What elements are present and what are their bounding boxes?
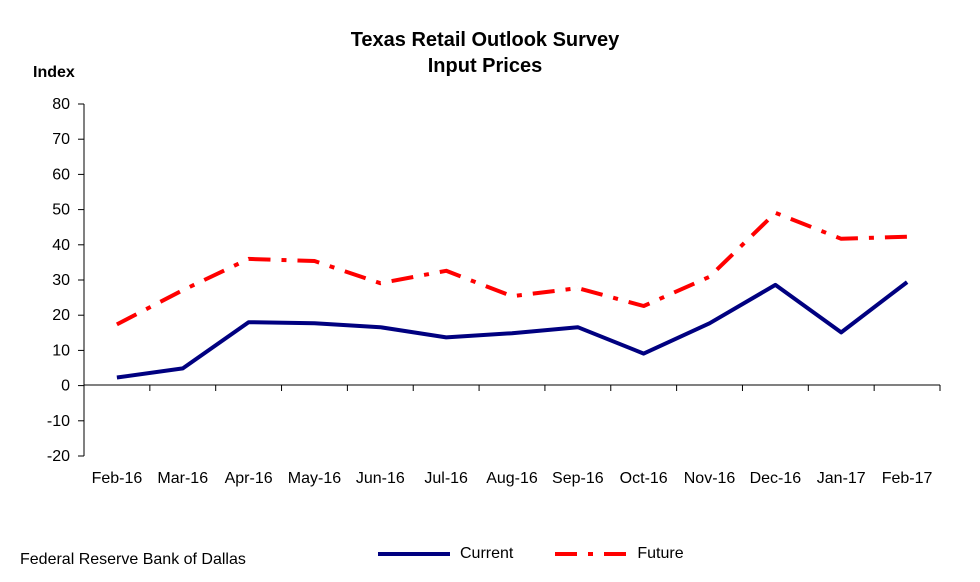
legend-swatch-current [378,552,450,556]
x-tick-label: Dec-16 [750,470,802,487]
y-tick-label: 20 [52,307,70,324]
legend-item-future: Future [553,545,684,563]
x-tick-label: Jun-16 [356,470,405,487]
x-tick-label: Aug-16 [486,470,538,487]
y-tick-label: 50 [52,202,70,219]
source-note: Federal Reserve Bank of Dallas [20,551,246,568]
y-tick-label: -10 [47,413,70,430]
y-tick-label: 0 [61,378,70,395]
chart-axes: 80 70 60 50 40 30 20 10 0 -10 -20 Feb-16 Mar-16 Apr-1… [47,96,941,487]
legend-swatch-future [555,552,628,556]
series-line-future [115,210,908,327]
x-tick-label: Feb-16 [92,470,143,487]
y-tick-label: 70 [52,131,70,148]
legend-label-current: Current [460,545,514,562]
x-tick-label: Jan-17 [817,470,866,487]
x-tick-label: Nov-16 [684,470,736,487]
legend: Current Future [376,542,724,566]
x-tick-label: Jul-16 [424,470,468,487]
y-tick-label: 10 [52,342,70,359]
x-tick-label: Apr-16 [225,470,273,487]
x-tick-label: May-16 [288,470,341,487]
chart-title-line1: Texas Retail Outlook Survey [350,29,620,51]
legend-item-current: Current [376,545,513,563]
x-tick-label: Mar-16 [157,470,208,487]
y-tick-label: 40 [52,237,70,254]
series-line-current [116,280,909,380]
y-tick-label: 60 [52,166,70,183]
y-tick-label: 30 [52,272,70,289]
x-tick-label: Oct-16 [620,470,668,487]
chart-series [115,210,909,380]
x-tick-label: Feb-17 [882,470,933,487]
x-tick-label: Sep-16 [552,470,604,487]
y-tick-label: 80 [52,96,70,113]
chart-title-line2: Input Prices [427,55,543,77]
y-tick-label: -20 [47,448,70,465]
y-axis-label: Index [33,64,75,81]
legend-label-future: Future [637,545,684,562]
